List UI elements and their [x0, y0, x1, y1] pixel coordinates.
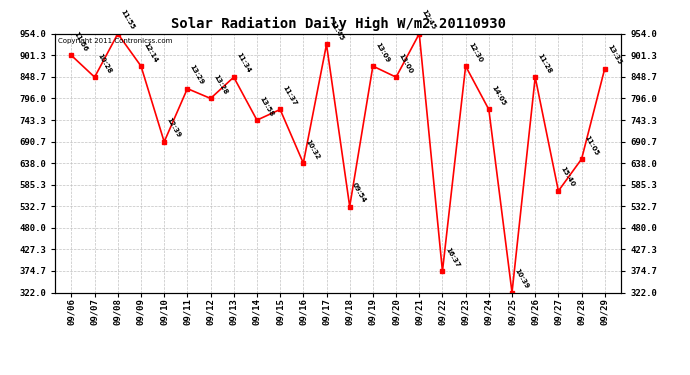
Text: 13:00: 13:00	[397, 52, 414, 74]
Text: 12:39: 12:39	[166, 117, 182, 139]
Text: Copyright 2011 Contronicss.com: Copyright 2011 Contronicss.com	[58, 38, 172, 44]
Text: 11:34: 11:34	[235, 52, 252, 74]
Text: 10:28: 10:28	[96, 52, 112, 74]
Text: 11:28: 11:28	[537, 52, 553, 74]
Text: 12:30: 12:30	[467, 41, 483, 63]
Text: 11:56: 11:56	[73, 31, 89, 52]
Text: 11:45: 11:45	[328, 20, 344, 42]
Text: 15:40: 15:40	[560, 166, 576, 188]
Text: 11:05: 11:05	[583, 134, 599, 156]
Text: 12:14: 12:14	[142, 41, 159, 63]
Text: 14:05: 14:05	[490, 84, 506, 107]
Text: 13:58: 13:58	[258, 95, 275, 117]
Text: 13:28: 13:28	[212, 74, 228, 96]
Title: Solar Radiation Daily High W/m2 20110930: Solar Radiation Daily High W/m2 20110930	[170, 17, 506, 31]
Text: 10:32: 10:32	[305, 138, 321, 160]
Text: 13:35: 13:35	[606, 44, 622, 66]
Text: 11:37: 11:37	[282, 84, 298, 107]
Text: 13:29: 13:29	[189, 64, 205, 86]
Text: 11:55: 11:55	[119, 9, 135, 31]
Text: 13:09: 13:09	[374, 41, 391, 63]
Text: 12:45: 12:45	[421, 9, 437, 31]
Text: 16:37: 16:37	[444, 246, 460, 268]
Text: 10:39: 10:39	[513, 267, 530, 290]
Text: 09:54: 09:54	[351, 182, 367, 204]
